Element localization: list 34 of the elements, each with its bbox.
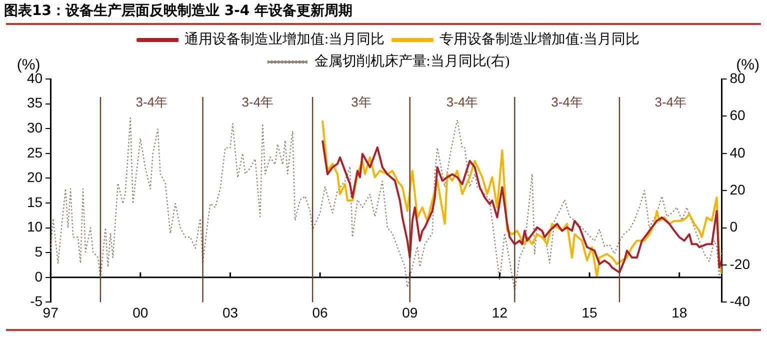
annotation: 3-4年 bbox=[551, 94, 583, 110]
y-tick-label: 0 bbox=[34, 268, 43, 284]
annotation: 3-4年 bbox=[242, 94, 274, 110]
x-tick-label: 18 bbox=[672, 304, 688, 320]
y-tick-label: 20 bbox=[26, 169, 43, 186]
x-tick-label: 03 bbox=[222, 304, 238, 320]
annotation: 3-4年 bbox=[136, 94, 168, 110]
y2-tick-label: 40 bbox=[730, 144, 746, 160]
x-tick-label: 97 bbox=[42, 304, 59, 320]
y-tick-label: 5 bbox=[34, 243, 43, 260]
y2-tick-label: 0 bbox=[730, 218, 738, 235]
y2-tick-label: -40 bbox=[730, 293, 750, 310]
y-tick-label: 10 bbox=[26, 218, 43, 235]
y-tick-label: 30 bbox=[26, 119, 43, 136]
y-tick-label: -5 bbox=[30, 293, 43, 310]
y2-tick-label: 60 bbox=[730, 107, 746, 124]
legend-label: 通用设备制造业增加值:当月同比 bbox=[184, 32, 384, 48]
annotation: 3-4年 bbox=[654, 94, 687, 110]
legend-label: 专用设备制造业增加值:当月同比 bbox=[440, 32, 640, 48]
y-axis-title: (%) bbox=[16, 56, 40, 74]
y2-tick-label: -20 bbox=[730, 256, 750, 272]
y-tick-label: 15 bbox=[26, 194, 43, 210]
chart-title: 图表13：设备生产层面反映制造业 3-4 年设备更新周期 bbox=[3, 2, 354, 21]
annotation: 3-4年 bbox=[446, 94, 478, 110]
x-tick-label: 09 bbox=[402, 304, 418, 320]
x-tick-label: 06 bbox=[312, 304, 328, 320]
x-tick-label: 00 bbox=[132, 304, 148, 320]
y-tick-label: 35 bbox=[26, 94, 43, 111]
y2-tick-label: 20 bbox=[730, 181, 746, 198]
annotation: 3年 bbox=[351, 94, 372, 110]
y-tick-label: 25 bbox=[26, 144, 43, 160]
x-tick-label: 12 bbox=[492, 304, 508, 320]
x-tick-label: 15 bbox=[582, 304, 598, 320]
legend-label: 金属切削机床产量:当月同比(右) bbox=[314, 54, 510, 70]
